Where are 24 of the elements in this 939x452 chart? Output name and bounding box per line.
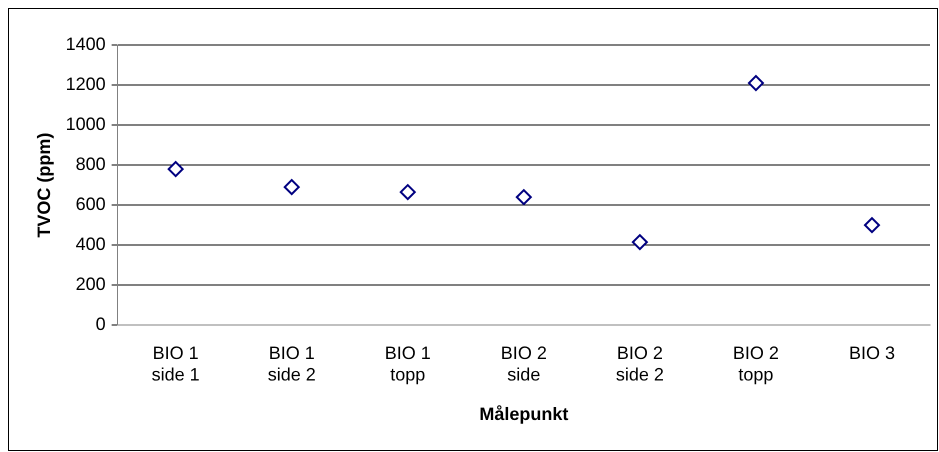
y-tick-label: 1400 (66, 34, 106, 54)
x-tick-label: BIO 3 (848, 342, 895, 363)
point (748, 75, 764, 92)
y-tick-label: 0 (96, 314, 106, 334)
y-tick-label: 1000 (66, 114, 106, 134)
x-tick-label: BIO 1 side 1 (152, 342, 200, 385)
y-tick-label: 400 (76, 234, 106, 254)
x-tick-label: BIO 1 topp (384, 342, 431, 385)
x-tick-label: BIO 1 side 2 (268, 342, 316, 385)
y-tick-label: 800 (76, 154, 106, 174)
point (864, 217, 880, 234)
point (284, 179, 300, 196)
x-tick-label: BIO 2 side (500, 342, 547, 385)
y-tick-label: 200 (76, 274, 106, 294)
x-axis-title: Målepunkt (479, 404, 568, 424)
y-tick-label: 1200 (66, 74, 106, 94)
y-axis-title: TVOC (ppm) (34, 132, 54, 238)
point (516, 189, 532, 206)
point (400, 184, 416, 200)
point (632, 234, 648, 250)
x-tick-label: BIO 2 side 2 (616, 342, 664, 385)
point (168, 161, 184, 178)
y-tick-label: 600 (76, 194, 106, 214)
x-tick-label: BIO 2 topp (732, 342, 779, 385)
